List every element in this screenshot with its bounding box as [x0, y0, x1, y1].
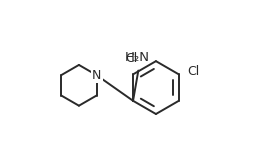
Text: H₂N: H₂N: [124, 51, 149, 64]
Text: Cl: Cl: [187, 65, 199, 78]
Text: N: N: [92, 69, 101, 82]
Text: Cl: Cl: [125, 51, 138, 65]
